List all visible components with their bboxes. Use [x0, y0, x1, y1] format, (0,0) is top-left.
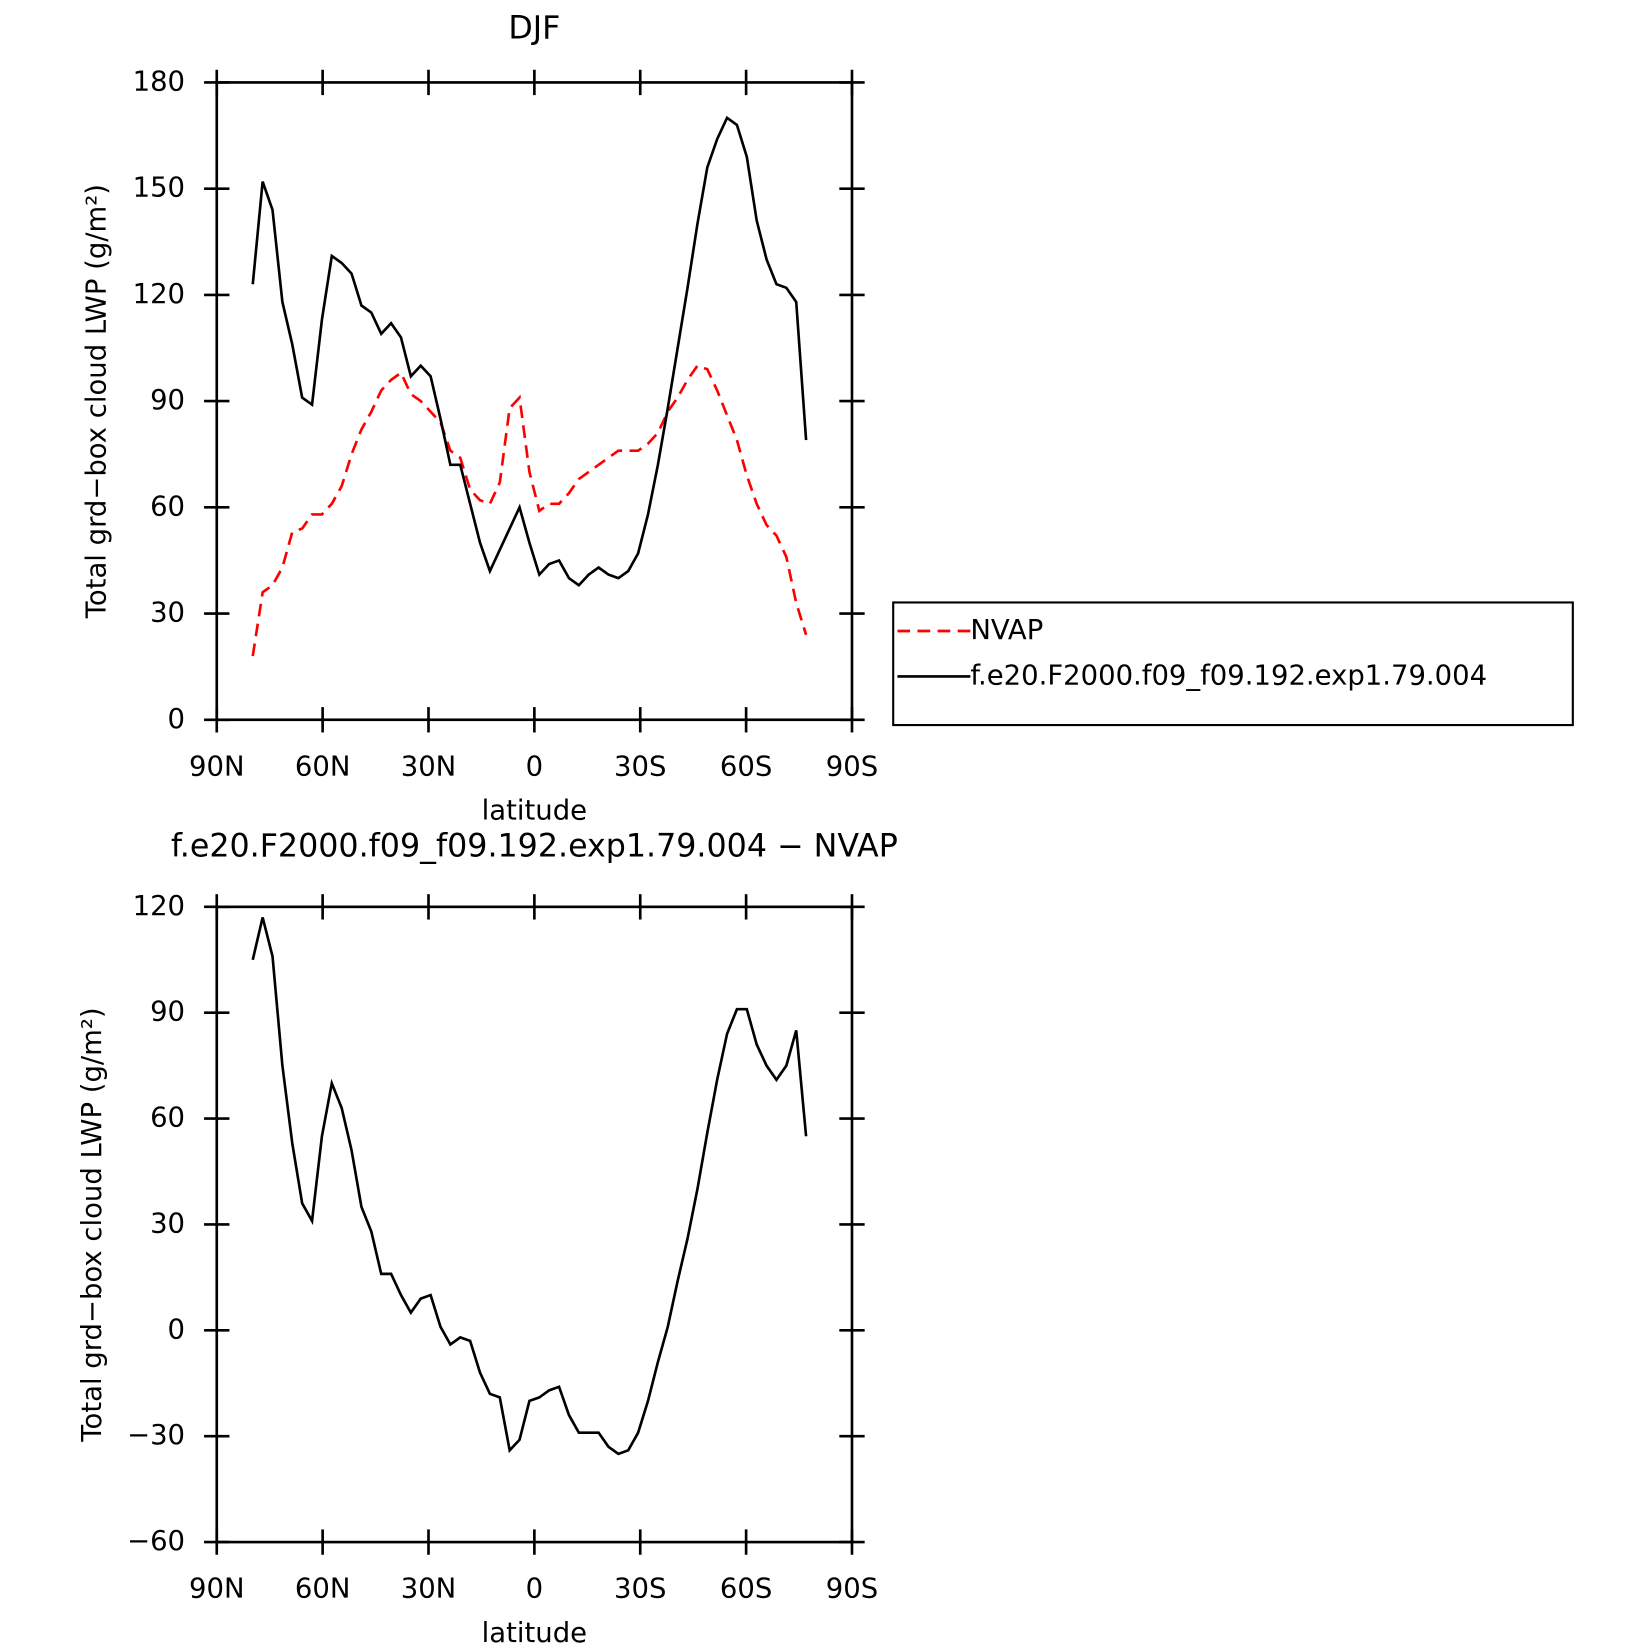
x-tick-label: 60S — [720, 750, 772, 782]
x-tick-label: 60S — [720, 1573, 772, 1605]
y-tick-label: 180 — [133, 65, 185, 97]
legend-label: f.e20.F2000.f09_f09.192.exp1.79.004 — [970, 659, 1487, 691]
x-axis-label: latitude — [482, 795, 587, 827]
y-tick-label: 60 — [150, 1102, 185, 1134]
y-tick-label: 90 — [150, 384, 185, 416]
x-tick-label: 30N — [401, 1573, 457, 1605]
y-axis-label: Total grd−box cloud LWP (g/m²) — [80, 184, 112, 619]
y-tick-label: 0 — [168, 1313, 185, 1345]
chart-title: f.e20.F2000.f09_f09.192.exp1.79.004 − NV… — [171, 829, 898, 865]
chart-title: DJF — [508, 11, 560, 47]
y-tick-label: 120 — [133, 278, 185, 310]
y-tick-label: 120 — [133, 890, 185, 922]
x-tick-label: 90S — [826, 1573, 878, 1605]
y-tick-label: −60 — [127, 1525, 185, 1557]
x-tick-label: 90N — [189, 750, 245, 782]
x-tick-label: 60N — [295, 1573, 351, 1605]
y-tick-label: 0 — [168, 703, 185, 735]
x-tick-label: 30S — [614, 1573, 666, 1605]
legend-box — [892, 601, 1574, 727]
y-tick-label: 30 — [150, 597, 185, 629]
x-tick-label: 90N — [189, 1573, 245, 1605]
data-line — [251, 115, 808, 587]
x-tick-label: 90S — [826, 750, 878, 782]
y-tick-label: 150 — [133, 172, 185, 204]
data-line — [251, 917, 808, 1456]
y-tick-label: 60 — [150, 490, 185, 522]
x-axis-label: latitude — [482, 1617, 587, 1649]
y-axis-label: Total grd−box cloud LWP (g/m²) — [76, 1007, 108, 1442]
x-tick-label: 30S — [614, 750, 666, 782]
data-line — [251, 364, 808, 657]
x-tick-label: 60N — [295, 750, 351, 782]
x-tick-label: 0 — [526, 750, 543, 782]
y-tick-label: 90 — [150, 996, 185, 1028]
y-tick-label: 30 — [150, 1207, 185, 1239]
y-tick-label: −30 — [127, 1419, 185, 1451]
x-tick-label: 30N — [401, 750, 457, 782]
legend-label: NVAP — [970, 614, 1043, 646]
x-tick-label: 0 — [526, 1573, 543, 1605]
